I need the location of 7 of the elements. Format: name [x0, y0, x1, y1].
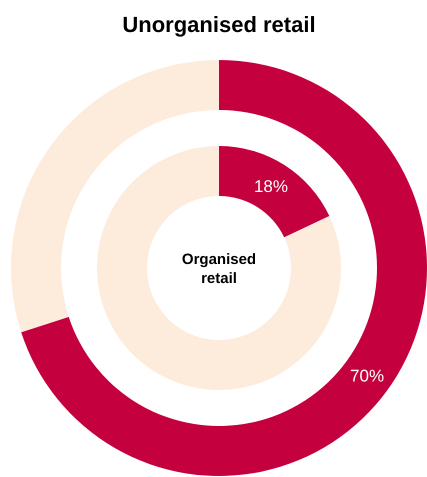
chart-title: Unorganised retail: [122, 12, 316, 37]
text: Organised retail: [182, 250, 256, 287]
donut-slice: [219, 146, 330, 238]
data-label: 70%: [350, 366, 384, 386]
donut-slice: [97, 146, 341, 390]
donut-slice: [21, 60, 427, 476]
data-label: 18%: [254, 177, 288, 196]
